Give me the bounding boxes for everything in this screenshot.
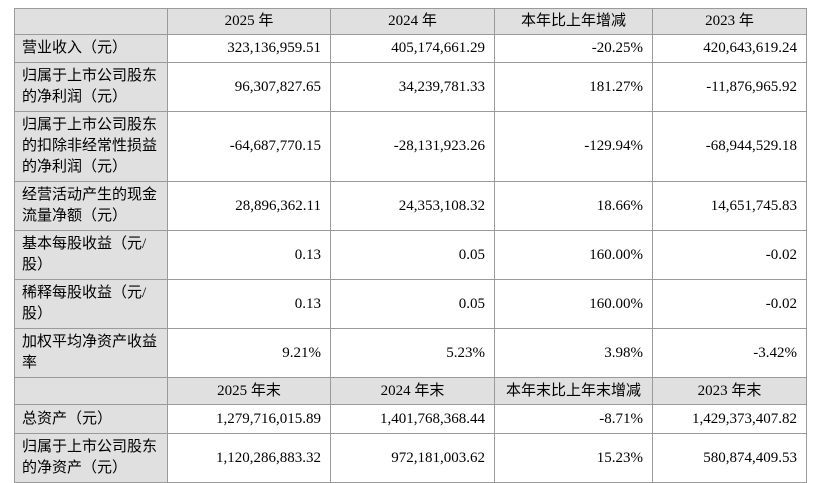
cell-change: 160.00%: [494, 279, 653, 329]
row-net-profit-excl-nonrecurring: 归属于上市公司股东的扣除非经常性损益的净利润（元） -64,687,770.15…: [14, 111, 807, 182]
row-operating-cash-flow: 经营活动产生的现金流量净额（元） 28,896,362.11 24,353,10…: [14, 181, 807, 231]
row-basic-eps: 基本每股收益（元/股） 0.13 0.05 160.00% -0.02: [14, 230, 807, 280]
row-weighted-avg-roe: 加权平均净资产收益率 9.21% 5.23% 3.98% -3.42%: [14, 328, 807, 378]
financial-summary-table: 2025 年 2024 年 本年比上年增减 2023 年 营业收入（元） 323…: [14, 8, 807, 483]
row-label: 归属于上市公司股东的净利润（元）: [14, 62, 168, 112]
cell-2024: 34,239,781.33: [330, 62, 495, 112]
cell-2025: 28,896,362.11: [167, 181, 331, 231]
cell-2025: 0.13: [167, 230, 331, 280]
col-header-2024: 2024 年: [330, 8, 495, 35]
row-net-assets-attributable: 归属于上市公司股东的净资产（元） 1,120,286,883.32 972,18…: [14, 433, 807, 483]
cell-2023: 420,643,619.24: [652, 34, 807, 63]
cell-2024: 972,181,003.62: [330, 433, 495, 483]
row-label: 基本每股收益（元/股）: [14, 230, 168, 280]
cell-2024: 0.05: [330, 230, 495, 280]
cell-change: -8.71%: [494, 404, 653, 434]
section2-header-row: 2025 年末 2024 年末 本年末比上年末增减 2023 年末: [14, 377, 807, 405]
cell-2025: 323,136,959.51: [167, 34, 331, 63]
row-label: 稀释每股收益（元/股）: [14, 279, 168, 329]
cell-2024: 405,174,661.29: [330, 34, 495, 63]
cell-2023: -0.02: [652, 230, 807, 280]
row-label: 经营活动产生的现金流量净额（元）: [14, 181, 168, 231]
cell-change: 15.23%: [494, 433, 653, 483]
corner-cell: [14, 8, 168, 35]
cell-2024: 24,353,108.32: [330, 181, 495, 231]
cell-2024: 0.05: [330, 279, 495, 329]
col-header-yoy-change: 本年比上年增减: [494, 8, 653, 35]
row-operating-revenue: 营业收入（元） 323,136,959.51 405,174,661.29 -2…: [14, 34, 807, 63]
row-label: 归属于上市公司股东的净资产（元）: [14, 433, 168, 483]
row-label: 营业收入（元）: [14, 34, 168, 63]
cell-2025: 9.21%: [167, 328, 331, 378]
cell-2025: 96,307,827.65: [167, 62, 331, 112]
col-header-2023: 2023 年: [652, 8, 807, 35]
cell-2023: -11,876,965.92: [652, 62, 807, 112]
row-total-assets: 总资产（元） 1,279,716,015.89 1,401,768,368.44…: [14, 404, 807, 434]
col-header-2025: 2025 年: [167, 8, 331, 35]
col-header-2023-end: 2023 年末: [652, 377, 807, 405]
cell-2025: -64,687,770.15: [167, 111, 331, 182]
cell-2023: -0.02: [652, 279, 807, 329]
row-label: 加权平均净资产收益率: [14, 328, 168, 378]
col-header-yearend-change: 本年末比上年末增减: [494, 377, 653, 405]
cell-2023: -68,944,529.18: [652, 111, 807, 182]
cell-2024: 1,401,768,368.44: [330, 404, 495, 434]
cell-change: 160.00%: [494, 230, 653, 280]
cell-2025: 1,279,716,015.89: [167, 404, 331, 434]
row-net-profit-attributable: 归属于上市公司股东的净利润（元） 96,307,827.65 34,239,78…: [14, 62, 807, 112]
cell-2025: 1,120,286,883.32: [167, 433, 331, 483]
cell-2024: 5.23%: [330, 328, 495, 378]
cell-2023: 1,429,373,407.82: [652, 404, 807, 434]
cell-2023: 580,874,409.53: [652, 433, 807, 483]
col-header-2024-end: 2024 年末: [330, 377, 495, 405]
row-label: 归属于上市公司股东的扣除非经常性损益的净利润（元）: [14, 111, 168, 182]
cell-change: 18.66%: [494, 181, 653, 231]
cell-change: 3.98%: [494, 328, 653, 378]
corner-cell: [14, 377, 168, 405]
cell-2023: 14,651,745.83: [652, 181, 807, 231]
row-label: 总资产（元）: [14, 404, 168, 434]
cell-change: -20.25%: [494, 34, 653, 63]
cell-2025: 0.13: [167, 279, 331, 329]
cell-change: 181.27%: [494, 62, 653, 112]
section1-header-row: 2025 年 2024 年 本年比上年增减 2023 年: [14, 8, 807, 35]
cell-2023: -3.42%: [652, 328, 807, 378]
cell-change: -129.94%: [494, 111, 653, 182]
cell-2024: -28,131,923.26: [330, 111, 495, 182]
col-header-2025-end: 2025 年末: [167, 377, 331, 405]
row-diluted-eps: 稀释每股收益（元/股） 0.13 0.05 160.00% -0.02: [14, 279, 807, 329]
